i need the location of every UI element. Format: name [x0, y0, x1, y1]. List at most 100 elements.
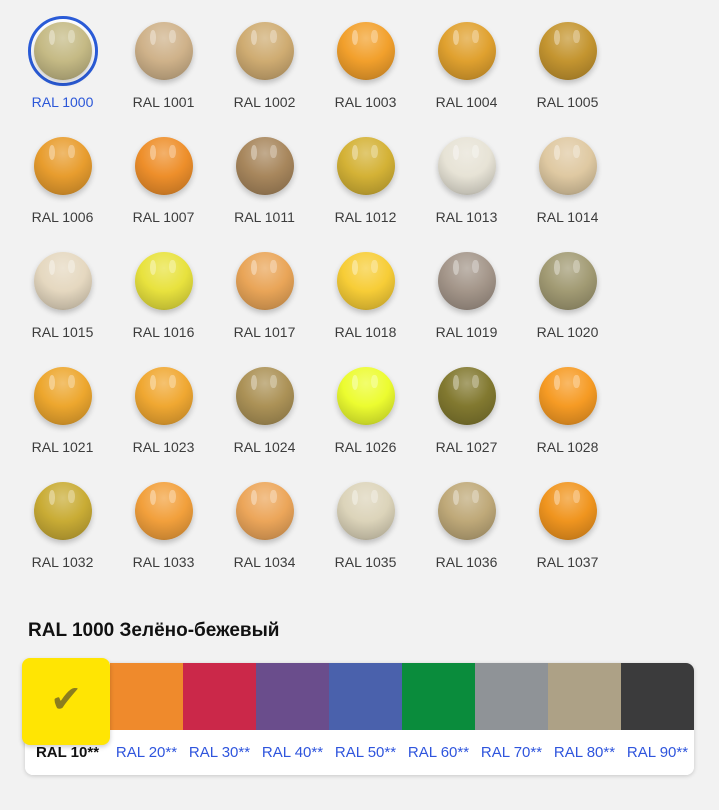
color-sphere-icon[interactable]	[33, 482, 92, 540]
color-item[interactable]: RAL 1016	[113, 246, 214, 361]
category-swatch[interactable]: ✔	[22, 658, 110, 745]
color-item-label[interactable]: RAL 1034	[233, 554, 296, 570]
color-sphere-icon[interactable]	[437, 252, 496, 310]
category-swatch[interactable]	[110, 663, 183, 730]
color-sphere-icon[interactable]	[134, 22, 193, 80]
color-item[interactable]: RAL 1024	[214, 361, 315, 476]
color-sphere-icon[interactable]	[336, 252, 395, 310]
color-item[interactable]: RAL 1004	[416, 16, 517, 131]
category-swatch[interactable]	[256, 663, 329, 730]
category-tab[interactable]: RAL 50**	[334, 744, 397, 761]
color-sphere-icon[interactable]	[538, 137, 597, 195]
color-sphere-icon[interactable]	[235, 252, 294, 310]
color-item[interactable]: RAL 1018	[315, 246, 416, 361]
color-item[interactable]: RAL 1020	[517, 246, 618, 361]
category-swatch[interactable]	[402, 663, 475, 730]
color-item[interactable]: RAL 1019	[416, 246, 517, 361]
color-item-label[interactable]: RAL 1003	[334, 94, 397, 110]
color-item[interactable]: RAL 1037	[517, 476, 618, 591]
color-item[interactable]: RAL 1005	[517, 16, 618, 131]
color-item-label[interactable]: RAL 1000	[31, 94, 94, 110]
color-sphere-icon[interactable]	[437, 367, 496, 425]
color-sphere-icon[interactable]	[33, 252, 92, 310]
color-sphere-icon[interactable]	[33, 367, 92, 425]
color-item[interactable]: RAL 1032	[12, 476, 113, 591]
color-item[interactable]: RAL 1001	[113, 16, 214, 131]
color-sphere-icon[interactable]	[538, 252, 597, 310]
color-sphere-icon[interactable]	[538, 22, 597, 80]
color-sphere-icon[interactable]	[336, 137, 395, 195]
color-item-label[interactable]: RAL 1021	[31, 439, 94, 455]
color-sphere-icon[interactable]	[134, 367, 193, 425]
category-swatch[interactable]	[621, 663, 694, 730]
color-sphere-icon[interactable]	[336, 22, 395, 80]
color-sphere-icon[interactable]	[33, 22, 92, 80]
color-sphere-icon[interactable]	[437, 482, 496, 540]
color-item[interactable]: RAL 1013	[416, 131, 517, 246]
color-sphere-icon[interactable]	[134, 252, 193, 310]
color-item-label[interactable]: RAL 1005	[536, 94, 599, 110]
color-item-label[interactable]: RAL 1012	[334, 209, 397, 225]
color-sphere-icon[interactable]	[235, 482, 294, 540]
color-item-label[interactable]: RAL 1035	[334, 554, 397, 570]
color-item-label[interactable]: RAL 1019	[435, 324, 498, 340]
color-item-label[interactable]: RAL 1026	[334, 439, 397, 455]
category-tab[interactable]: RAL 60**	[407, 744, 470, 761]
category-swatch[interactable]	[475, 663, 548, 730]
color-item-label[interactable]: RAL 1032	[31, 554, 94, 570]
color-item[interactable]: RAL 1028	[517, 361, 618, 476]
color-item[interactable]: RAL 1033	[113, 476, 214, 591]
color-item-label[interactable]: RAL 1018	[334, 324, 397, 340]
color-sphere-icon[interactable]	[134, 482, 193, 540]
color-item-label[interactable]: RAL 1027	[435, 439, 498, 455]
category-tab[interactable]: RAL 30**	[188, 744, 251, 761]
color-item-label[interactable]: RAL 1016	[132, 324, 195, 340]
color-sphere-icon[interactable]	[235, 367, 294, 425]
color-item[interactable]: RAL 1027	[416, 361, 517, 476]
color-sphere-icon[interactable]	[235, 22, 294, 80]
color-item-label[interactable]: RAL 1020	[536, 324, 599, 340]
color-sphere-icon[interactable]	[437, 137, 496, 195]
color-item-label[interactable]: RAL 1037	[536, 554, 599, 570]
color-item-label[interactable]: RAL 1013	[435, 209, 498, 225]
color-item-label[interactable]: RAL 1024	[233, 439, 296, 455]
color-item-label[interactable]: RAL 1011	[234, 209, 295, 225]
color-item[interactable]: RAL 1036	[416, 476, 517, 591]
color-item-label[interactable]: RAL 1033	[132, 554, 195, 570]
color-item-label[interactable]: RAL 1014	[536, 209, 599, 225]
color-item[interactable]: RAL 1015	[12, 246, 113, 361]
color-sphere-icon[interactable]	[336, 482, 395, 540]
color-item-label[interactable]: RAL 1017	[233, 324, 296, 340]
category-swatch[interactable]	[183, 663, 256, 730]
category-swatch[interactable]	[548, 663, 621, 730]
color-sphere-icon[interactable]	[33, 137, 92, 195]
color-item-label[interactable]: RAL 1006	[31, 209, 94, 225]
color-item[interactable]: RAL 1012	[315, 131, 416, 246]
color-item[interactable]: RAL 1006	[12, 131, 113, 246]
category-tab[interactable]: RAL 10**	[35, 744, 100, 761]
color-item[interactable]: RAL 1035	[315, 476, 416, 591]
color-item[interactable]: RAL 1007	[113, 131, 214, 246]
color-item-label[interactable]: RAL 1023	[132, 439, 195, 455]
color-item[interactable]: RAL 1002	[214, 16, 315, 131]
color-sphere-icon[interactable]	[134, 137, 193, 195]
color-sphere-icon[interactable]	[235, 137, 294, 195]
color-item-label[interactable]: RAL 1001	[132, 94, 195, 110]
color-sphere-icon[interactable]	[538, 482, 597, 540]
color-item[interactable]: RAL 1034	[214, 476, 315, 591]
category-tab[interactable]: RAL 80**	[553, 744, 616, 761]
color-item-label[interactable]: RAL 1028	[536, 439, 599, 455]
color-sphere-icon[interactable]	[336, 367, 395, 425]
color-item-label[interactable]: RAL 1004	[435, 94, 498, 110]
color-item-label[interactable]: RAL 1007	[132, 209, 195, 225]
color-item[interactable]: RAL 1023	[113, 361, 214, 476]
color-item[interactable]: RAL 1014	[517, 131, 618, 246]
color-sphere-icon[interactable]	[538, 367, 597, 425]
category-swatch[interactable]	[329, 663, 402, 730]
color-item[interactable]: RAL 1011	[214, 131, 315, 246]
color-item-label[interactable]: RAL 1036	[435, 554, 498, 570]
category-tab[interactable]: RAL 20**	[115, 744, 178, 761]
color-item[interactable]: RAL 1017	[214, 246, 315, 361]
color-item[interactable]: RAL 1003	[315, 16, 416, 131]
color-item-label[interactable]: RAL 1002	[233, 94, 296, 110]
